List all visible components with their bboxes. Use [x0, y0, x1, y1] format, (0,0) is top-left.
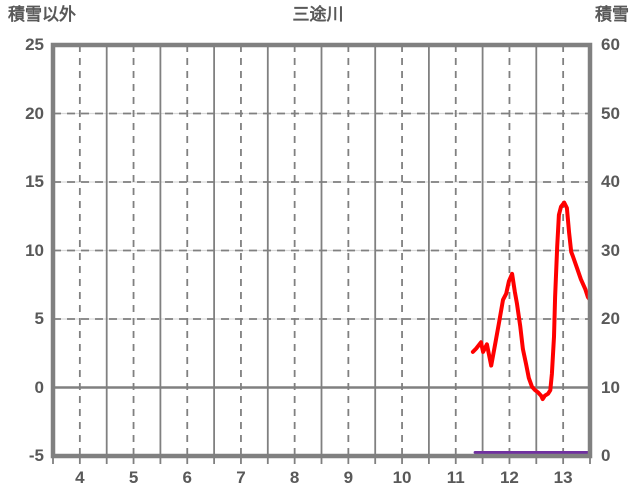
left-axis-tick-label: 10 — [25, 240, 44, 260]
right-axis-tick-label: 50 — [601, 103, 620, 123]
right-axis-tick-label: 60 — [601, 35, 620, 54]
x-axis-tick-label: 13 — [553, 468, 573, 487]
right-axis-tick-label: 40 — [601, 172, 620, 191]
x-axis-tick-label: 9 — [343, 468, 354, 487]
right-axis-tick-label: 20 — [601, 309, 620, 328]
left-axis-tick-label: -5 — [28, 446, 44, 465]
x-axis-tick-label: 5 — [128, 468, 139, 487]
left-axis-tick-label: 0 — [34, 377, 44, 397]
x-axis-tick-label: 7 — [236, 468, 246, 487]
right-axis-tick-label: 30 — [601, 240, 620, 260]
plot-frame — [50, 42, 593, 459]
right-axis-title: 積雪 — [595, 5, 629, 24]
x-axis-tick-label: 11 — [446, 468, 465, 487]
x-axis-tick-label: 10 — [392, 468, 412, 487]
left-axis-tick-label: 25 — [25, 35, 44, 54]
series-line-red — [470, 200, 592, 402]
x-axis-tick-label: 8 — [289, 468, 300, 487]
x-axis-tick-label: 12 — [499, 468, 519, 487]
left-axis-tick-label: 5 — [34, 309, 44, 328]
left-axis-tick-label: 20 — [25, 103, 44, 123]
right-axis-tick-label: 0 — [601, 446, 611, 465]
left-axis-title: 積雪以外 — [8, 5, 76, 24]
x-axis-tick-label: 6 — [182, 468, 192, 487]
left-axis-tick-label: 15 — [25, 172, 44, 191]
x-axis-tick-label: 4 — [75, 468, 85, 487]
chart-title: 三途川 — [292, 5, 344, 24]
right-axis-tick-label: 10 — [601, 377, 620, 397]
